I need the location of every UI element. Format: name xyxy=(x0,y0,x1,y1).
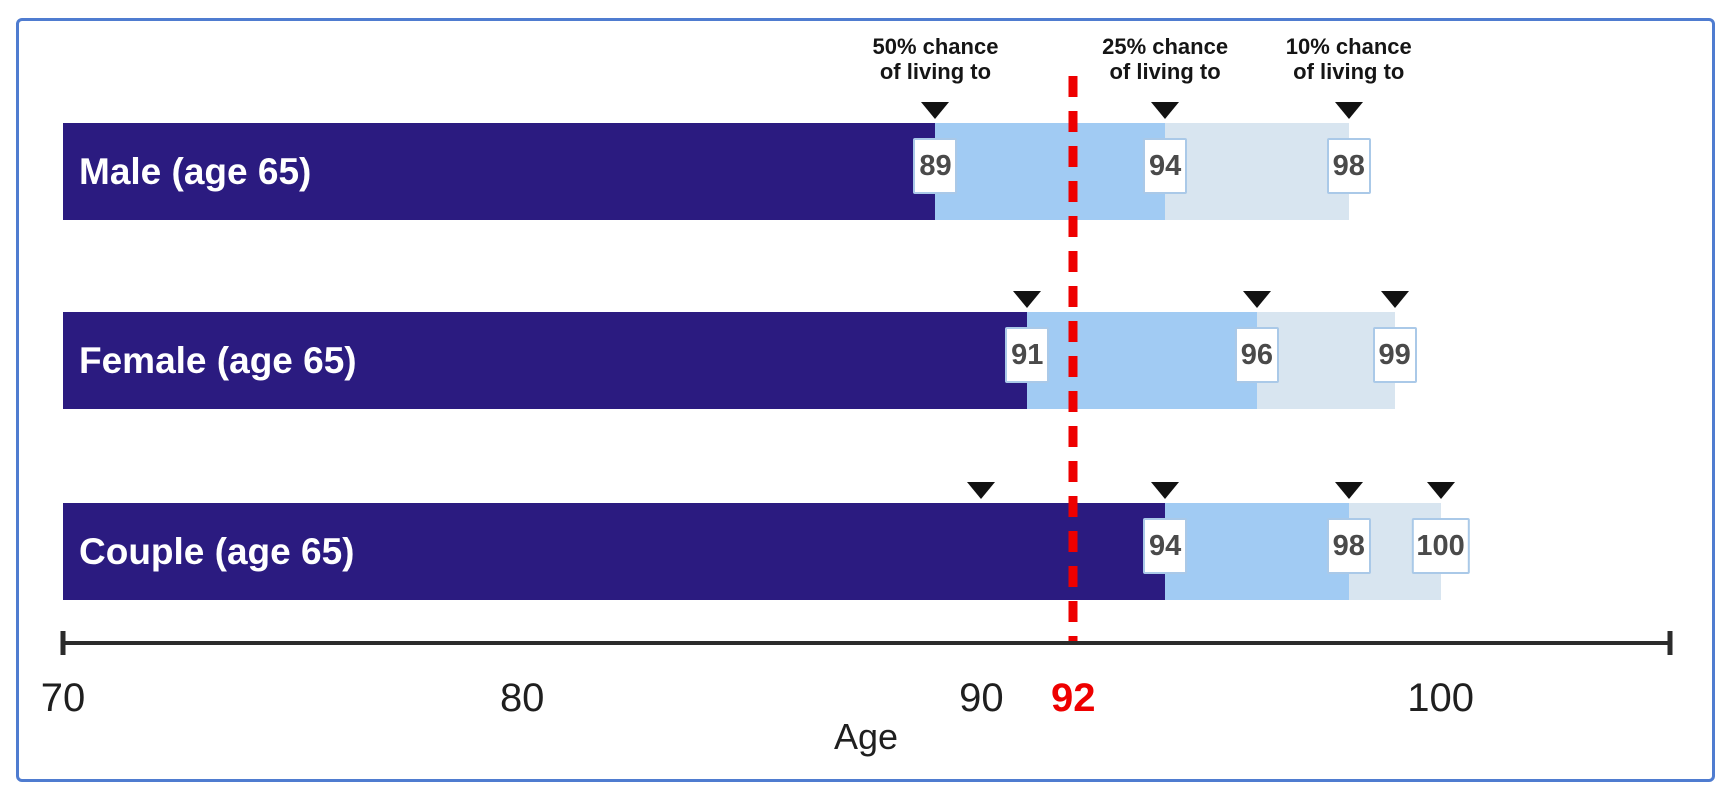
marker-triangle-icon xyxy=(921,102,950,119)
marker-triangle-icon xyxy=(1242,291,1271,308)
x-axis-line xyxy=(63,641,1671,645)
marker-triangle-icon xyxy=(1380,291,1409,308)
x-axis-title: Age xyxy=(833,716,899,757)
bar-label: Couple (age 65) xyxy=(79,530,355,572)
marker-triangle-icon xyxy=(967,482,996,499)
x-axis-tick-label: 80 xyxy=(499,676,545,720)
value-box: 94 xyxy=(1143,518,1188,574)
column-header-line2: of living to xyxy=(1109,59,1221,84)
bar-segment-p50 xyxy=(63,123,936,220)
column-header-line2: of living to xyxy=(1293,59,1405,84)
column-header-2: 25% chance of living to xyxy=(1102,34,1228,84)
x-axis-tick-label: 70 xyxy=(40,676,86,720)
value-box: 94 xyxy=(1143,138,1188,194)
column-header-line1: 25% chance xyxy=(1102,34,1229,59)
reference-age-label: 92 xyxy=(1050,676,1096,720)
value-box: 89 xyxy=(913,138,958,194)
marker-triangle-icon xyxy=(1151,482,1180,499)
bar-segment-p10 xyxy=(1165,123,1349,220)
column-header-3: 10% chance of living to xyxy=(1286,34,1412,84)
bar-segment-p50 xyxy=(63,503,1166,600)
bar-label: Male (age 65) xyxy=(79,150,312,192)
value-box: 100 xyxy=(1411,518,1470,574)
value-box: 91 xyxy=(1005,327,1050,383)
value-box: 98 xyxy=(1326,518,1371,574)
x-axis-tick-label: 90 xyxy=(959,676,1004,720)
value-box: 99 xyxy=(1372,327,1417,383)
bar-segment-p25 xyxy=(935,123,1166,220)
column-header-line1: 10% chance xyxy=(1285,34,1412,59)
marker-triangle-icon xyxy=(1013,291,1042,308)
bar-segment-p10 xyxy=(1256,312,1395,409)
marker-triangle-icon xyxy=(1334,482,1363,499)
value-box: 98 xyxy=(1326,138,1371,194)
x-axis-end-tick-left xyxy=(60,631,66,655)
marker-triangle-icon xyxy=(1426,482,1455,499)
bar-segment-p50 xyxy=(63,312,1028,409)
x-axis-end-tick-right xyxy=(1667,631,1673,655)
bar-label: Female (age 65) xyxy=(79,339,357,381)
column-header-line1: 50% chance xyxy=(872,34,999,59)
marker-triangle-icon xyxy=(1334,102,1363,119)
marker-triangle-icon xyxy=(1151,102,1180,119)
bar-segment-p25 xyxy=(1027,312,1257,409)
value-box: 96 xyxy=(1234,327,1279,383)
reference-dashed-line xyxy=(1068,76,1078,643)
column-header-1: 50% chance of living to xyxy=(872,34,998,84)
x-axis-tick-label: 100 xyxy=(1407,676,1474,720)
bar-segment-p25 xyxy=(1165,503,1349,600)
column-header-line2: of living to xyxy=(879,59,992,84)
